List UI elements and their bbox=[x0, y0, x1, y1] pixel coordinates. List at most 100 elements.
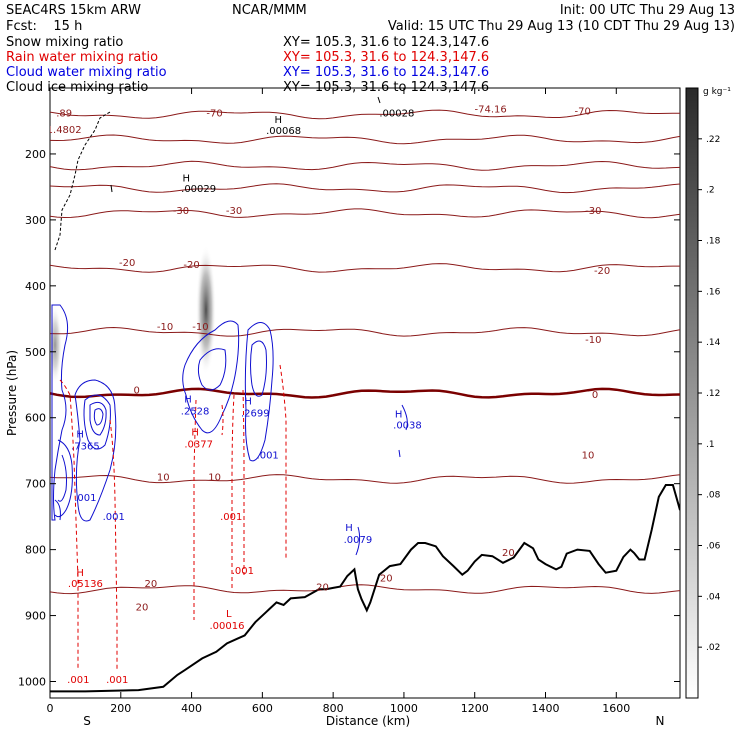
isotherm-label: -20 bbox=[183, 260, 199, 271]
field-xy: XY= 105.3, 31.6 to 124.3,147.6 bbox=[283, 50, 489, 65]
y-tick-label: 600 bbox=[25, 412, 46, 425]
isotherm-label: 20 bbox=[502, 548, 515, 559]
isotherm-0 bbox=[50, 387, 680, 399]
colorbar-ramp bbox=[685, 87, 699, 699]
colorbar-tick-label: .08 bbox=[706, 491, 721, 501]
colorbar-unit: g kg⁻¹ bbox=[703, 87, 731, 97]
x-tick-label: 1400 bbox=[532, 702, 560, 715]
x-tick-label: 1000 bbox=[390, 702, 418, 715]
header-init: Init: 00 UTC Thu 29 Aug 13 bbox=[560, 3, 735, 18]
cloud-water-label: H bbox=[345, 523, 353, 534]
colorbar-tick-label: .12 bbox=[706, 389, 720, 399]
header-title: SEAC4RS 15km ARW bbox=[6, 3, 141, 18]
field-xy: XY= 105.3, 31.6 to 124.3,147.6 bbox=[283, 80, 489, 95]
x-tick-label: 400 bbox=[181, 702, 202, 715]
isotherm-label: -30 bbox=[226, 206, 242, 217]
rain-label: .001 bbox=[232, 566, 254, 577]
temperature-isotherms bbox=[50, 109, 680, 595]
cloud-water-label: .001 bbox=[74, 493, 96, 504]
isotherm-label: 10 bbox=[157, 472, 170, 483]
field-xy: XY= 105.3, 31.6 to 124.3,147.6 bbox=[283, 65, 489, 80]
snow-label: .00029 bbox=[181, 184, 216, 195]
isotherm-label: 10 bbox=[208, 472, 221, 483]
cloud-ice-shading-core bbox=[196, 245, 216, 375]
isotherm-label: -70 bbox=[574, 106, 590, 117]
colorbar-tick-label: .2 bbox=[706, 186, 715, 196]
isotherm-label: -74.16 bbox=[475, 104, 507, 115]
snow-label: H bbox=[182, 174, 190, 185]
field-name: Cloud ice mixing ratio bbox=[6, 80, 148, 95]
rain-contour-w1 bbox=[59, 379, 79, 670]
cloud-contour-m3 bbox=[89, 401, 107, 436]
cloud-contour-c2 bbox=[197, 348, 227, 391]
isotherm--20 bbox=[50, 263, 680, 273]
cloud-water-label: .2528 bbox=[181, 406, 210, 417]
header: SEAC4RS 15km ARW Fcst: 15 h NCAR/MMM Ini… bbox=[6, 3, 735, 95]
isotherm--70 bbox=[50, 109, 680, 120]
colorbar-tick-label: .04 bbox=[706, 592, 721, 602]
isotherm-label: 20 bbox=[136, 602, 149, 613]
rain-contour-c4 bbox=[221, 404, 224, 436]
colorbar-tick-label: .22 bbox=[706, 135, 720, 145]
y-tick-label: 900 bbox=[25, 610, 46, 623]
rain-contour-e1 bbox=[279, 364, 287, 560]
cloud-ice-shading-left bbox=[50, 305, 62, 385]
x-tick-label: 200 bbox=[110, 702, 131, 715]
cloud-contour-w3 bbox=[57, 454, 67, 502]
y-tick-label: 400 bbox=[25, 280, 46, 293]
cloud-contour-f3 bbox=[355, 526, 361, 556]
isotherm-label: -10 bbox=[157, 322, 173, 333]
rain-label: L bbox=[226, 609, 232, 620]
y-tick-label: 700 bbox=[25, 478, 46, 491]
cloud-contour-m1 bbox=[74, 379, 117, 522]
snow-contour-west bbox=[54, 111, 111, 251]
header-forecast: Fcst: 15 h bbox=[6, 19, 82, 34]
rain-label: .001 bbox=[67, 675, 89, 686]
y-axis-title: Pressure (hPa) bbox=[5, 350, 19, 436]
snow-contour-top bbox=[377, 96, 381, 104]
rain-contour-c3 bbox=[242, 389, 245, 575]
header-center: NCAR/MMM bbox=[232, 3, 307, 18]
x-tick-label: 1600 bbox=[602, 702, 630, 715]
cloud-contour-e2 bbox=[250, 340, 267, 397]
rain-label: H bbox=[191, 428, 199, 439]
cloud-water-label: .2699 bbox=[241, 408, 270, 419]
colorbar: .02 .04 .06 .08 .1 .12 .14 .16 .18 .2 .22 g kg⁻¹ bbox=[685, 87, 731, 699]
rain-contour-c1 bbox=[193, 399, 197, 620]
colorbar-tick-label: .1 bbox=[706, 440, 715, 450]
x-axis-title: Distance (km) bbox=[326, 714, 410, 728]
cloud-contour-m4 bbox=[93, 408, 104, 426]
cloud-water-label: H bbox=[184, 395, 192, 406]
colorbar-tick-label: .16 bbox=[706, 287, 721, 297]
rain-label: .001 bbox=[220, 512, 242, 523]
field-name: Snow mixing ratio bbox=[6, 35, 123, 50]
isotherm--60 bbox=[50, 134, 680, 145]
colorbar-tick-label: .06 bbox=[706, 542, 721, 552]
isotherm-label: -10 bbox=[585, 335, 601, 346]
isotherm-label: -30 bbox=[173, 206, 189, 217]
isotherm--40 bbox=[50, 183, 680, 194]
y-tick-label: 1000 bbox=[18, 676, 46, 689]
cloud-water-label: H bbox=[76, 430, 84, 441]
rain-label: .0377 bbox=[184, 439, 213, 450]
x-tick-label: 1200 bbox=[461, 702, 489, 715]
field-name: Rain water mixing ratio bbox=[6, 50, 158, 65]
cloud-water-label: H bbox=[244, 397, 252, 408]
isotherm-label: 1.4802 bbox=[47, 125, 82, 136]
x-tick-label: 600 bbox=[252, 702, 273, 715]
isotherm-10 bbox=[50, 474, 680, 484]
snow-contour-small bbox=[110, 184, 113, 193]
isotherm-label: -20 bbox=[594, 266, 610, 277]
isotherm--50 bbox=[50, 160, 680, 171]
y-tick-label: 500 bbox=[25, 346, 46, 359]
rain-label: .00016 bbox=[209, 621, 244, 632]
isotherm-label: -10 bbox=[192, 322, 208, 333]
x-tick-label: 0 bbox=[47, 702, 54, 715]
snow-label: H bbox=[275, 115, 283, 126]
cloud-contour-w1 bbox=[51, 304, 69, 521]
isotherm-label: .89 bbox=[56, 108, 72, 119]
isotherm-label: 10 bbox=[582, 451, 595, 462]
cloud-water-label: .7365 bbox=[71, 441, 100, 452]
field-xy: XY= 105.3, 31.6 to 124.3,147.6 bbox=[283, 35, 489, 50]
isotherm--10 bbox=[50, 326, 680, 337]
